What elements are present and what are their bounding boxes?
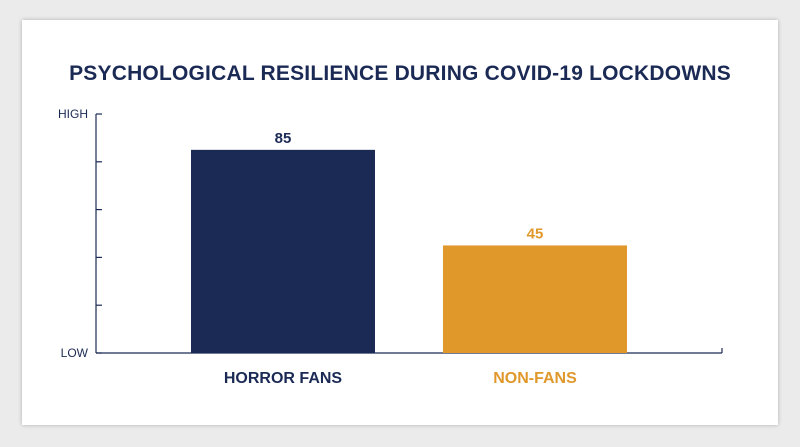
bar-value-label: 85	[275, 130, 292, 147]
bar-value-label: 45	[527, 225, 544, 242]
category-label: NON-FANS	[493, 370, 577, 387]
y-axis-low-label: LOW	[61, 346, 89, 360]
y-axis-high-label: HIGH	[58, 107, 88, 121]
category-label: HORROR FANS	[224, 370, 343, 387]
chart-title: PSYCHOLOGICAL RESILIENCE DURING COVID-19…	[69, 62, 731, 85]
bar-non-fans	[443, 245, 627, 353]
chart-frame: PSYCHOLOGICAL RESILIENCE DURING COVID-19…	[22, 20, 778, 425]
bar-horror-fans	[191, 149, 375, 353]
